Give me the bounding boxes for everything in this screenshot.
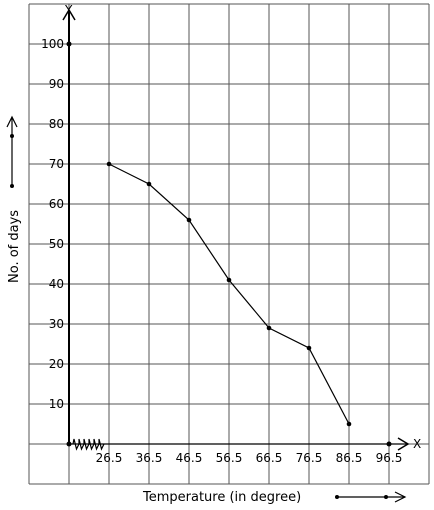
x-tick-label: 86.5 bbox=[336, 451, 363, 465]
x-end-dot bbox=[386, 441, 392, 447]
vertical-direction-dot bbox=[10, 184, 14, 188]
horizontal-direction-arrowhead bbox=[394, 491, 407, 503]
data-point bbox=[266, 325, 272, 331]
y-tick-label: 30 bbox=[49, 317, 64, 331]
x-axis-break-zigzag bbox=[72, 438, 105, 451]
x-tick-label: 96.5 bbox=[376, 451, 403, 465]
direction-arrows bbox=[6, 115, 407, 503]
y-tick-label: 20 bbox=[49, 357, 64, 371]
y-tick-label: 100 bbox=[41, 37, 64, 51]
data-point bbox=[226, 277, 232, 283]
y-tick-label: 70 bbox=[49, 157, 64, 171]
x-tick-label: 76.5 bbox=[296, 451, 323, 465]
x-tick-label: 66.5 bbox=[256, 451, 283, 465]
axes bbox=[62, 8, 410, 451]
grid bbox=[28, 3, 430, 485]
x-tick-label: 26.5 bbox=[96, 451, 123, 465]
data-point bbox=[146, 181, 152, 187]
data-series bbox=[106, 161, 352, 427]
y-tick-label: 40 bbox=[49, 277, 64, 291]
x-tick-label: 36.5 bbox=[136, 451, 163, 465]
data-point bbox=[306, 345, 312, 351]
x-axis-letter: X bbox=[413, 437, 421, 451]
y-tick-label: 60 bbox=[49, 197, 64, 211]
horizontal-direction-dot bbox=[384, 495, 388, 499]
data-point bbox=[186, 217, 192, 223]
y-tick-label: 80 bbox=[49, 117, 64, 131]
x-axis-arrowhead bbox=[397, 437, 410, 451]
y-tick-label: 50 bbox=[49, 237, 64, 251]
x-axis-title: Temperature (in degree) bbox=[142, 490, 301, 505]
horizontal-direction-dot bbox=[335, 495, 339, 499]
data-point bbox=[106, 161, 112, 167]
y-axis-title: No. of days bbox=[7, 210, 22, 283]
vertical-direction-arrowhead bbox=[6, 115, 18, 128]
y-tick-label: 10 bbox=[49, 397, 64, 411]
y-tick-label: 90 bbox=[49, 77, 64, 91]
origin-dot bbox=[66, 441, 72, 447]
y-end-dot bbox=[66, 41, 72, 47]
x-tick-label: 56.5 bbox=[216, 451, 243, 465]
y-axis-arrowhead bbox=[62, 8, 76, 21]
data-point bbox=[346, 421, 352, 427]
x-tick-label: 46.5 bbox=[176, 451, 203, 465]
y-axis-letter: Y bbox=[64, 3, 73, 17]
tick-labels: 26.5 36.5 46.5 56.5 66.5 76.5 86.5 96.5 10 20 30 40… bbox=[41, 37, 402, 465]
vertical-direction-dot bbox=[10, 134, 14, 138]
